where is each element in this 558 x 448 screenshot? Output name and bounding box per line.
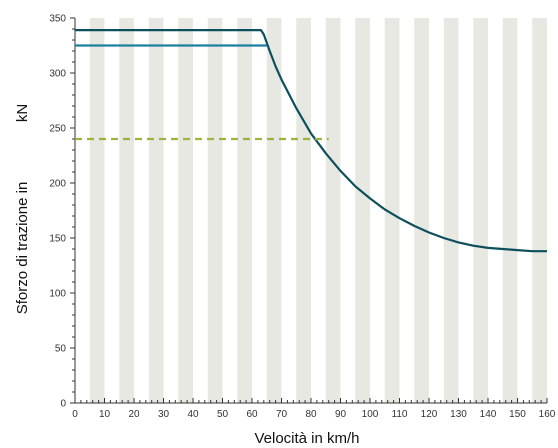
background-stripe — [355, 18, 370, 403]
x-tick-label: 30 — [158, 409, 170, 420]
background-stripe — [325, 18, 341, 403]
background-stripe — [89, 18, 105, 403]
x-tick-label: 110 — [392, 409, 408, 420]
y-tick-label: 250 — [49, 124, 66, 135]
y-tick-label: 350 — [49, 14, 66, 25]
background-stripe — [384, 18, 400, 403]
y-axis-unit: kN — [14, 104, 31, 122]
background-stripe — [237, 18, 252, 403]
y-tick-label: 100 — [49, 289, 66, 300]
x-axis-title: Velocità in km/h — [254, 430, 359, 447]
background-stripe — [502, 18, 518, 403]
background-stripe — [148, 18, 164, 403]
x-tick-label: 130 — [450, 409, 467, 420]
x-tick-label: 100 — [362, 409, 379, 420]
background-stripe — [473, 18, 488, 403]
y-tick-label: 50 — [55, 344, 67, 355]
y-tick-label: 0 — [60, 399, 66, 410]
x-tick-label: 40 — [187, 409, 199, 420]
background-stripe — [532, 18, 547, 403]
background-stripe — [414, 18, 429, 403]
background-stripe — [296, 18, 311, 403]
x-tick-label: 140 — [480, 409, 497, 420]
background-stripe — [119, 18, 134, 403]
series-layer — [75, 29, 547, 253]
background-stripe — [178, 18, 193, 403]
x-tick-label: 120 — [421, 409, 438, 420]
series-line-1 — [75, 29, 547, 253]
background-stripe — [266, 18, 282, 403]
x-tick-label: 150 — [509, 409, 526, 420]
y-axis-title: Sforzo di trazione in — [14, 182, 31, 315]
x-tick-label: 20 — [128, 409, 140, 420]
background-stripe — [207, 18, 223, 403]
background-stripe — [443, 18, 459, 403]
x-tick-label: 10 — [99, 409, 111, 420]
x-tick-label: 70 — [276, 409, 288, 420]
x-tick-label: 0 — [72, 409, 78, 420]
chart-axes — [70, 17, 548, 404]
x-tick-label: 90 — [335, 409, 347, 420]
x-tick-label: 50 — [217, 409, 229, 420]
background-stripes — [89, 18, 547, 403]
x-tick-label: 60 — [246, 409, 258, 420]
tick-labels: 0 50 100 150 200 250 300 350 0 10 20 30 40 50 60 70 80 90… — [49, 14, 555, 421]
x-tick-label: 80 — [305, 409, 317, 420]
y-tick-label: 300 — [49, 69, 66, 80]
y-tick-label: 150 — [49, 234, 66, 245]
x-tick-label: 160 — [539, 409, 556, 420]
y-tick-label: 200 — [49, 179, 66, 190]
